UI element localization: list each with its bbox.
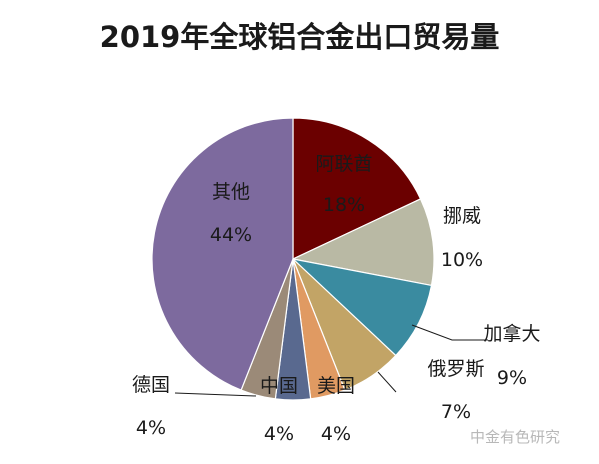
slice-value-other: 44% xyxy=(210,224,252,246)
slice-value-germany: 4% xyxy=(136,417,166,439)
slice-label-usa: 美国 xyxy=(317,375,355,397)
slice-label-canada: 加拿大 xyxy=(483,322,540,345)
leader-line-germany xyxy=(174,392,257,397)
slice-label-uae: 阿联酋 xyxy=(315,153,372,175)
pie-slice-norway xyxy=(291,198,435,287)
slice-value-canada: 9% xyxy=(497,367,527,389)
chart-title: 2019年全球铝合金出口贸易量 xyxy=(99,20,500,54)
slice-label-norway: 挪威 xyxy=(443,205,481,227)
leader-line-canada xyxy=(411,324,488,341)
slice-label-germany: 德国 xyxy=(132,374,170,396)
slice-label-china: 中国 xyxy=(260,375,298,397)
slice-label-russia: 俄罗斯 xyxy=(427,358,484,380)
slice-value-china: 4% xyxy=(264,423,294,445)
slice-value-usa: 4% xyxy=(321,423,351,445)
pie-slice-canada xyxy=(291,258,433,357)
watermark: 中金有色研究 xyxy=(470,428,561,446)
leader-line-russia xyxy=(377,371,397,393)
pie-slice-other xyxy=(151,117,294,391)
pie-slice-uae xyxy=(292,117,422,260)
slice-value-uae: 18% xyxy=(323,194,365,216)
slice-label-other: 其他 xyxy=(212,181,250,203)
slice-value-russia: 7% xyxy=(441,401,471,423)
slice-value-norway: 10% xyxy=(441,249,483,271)
